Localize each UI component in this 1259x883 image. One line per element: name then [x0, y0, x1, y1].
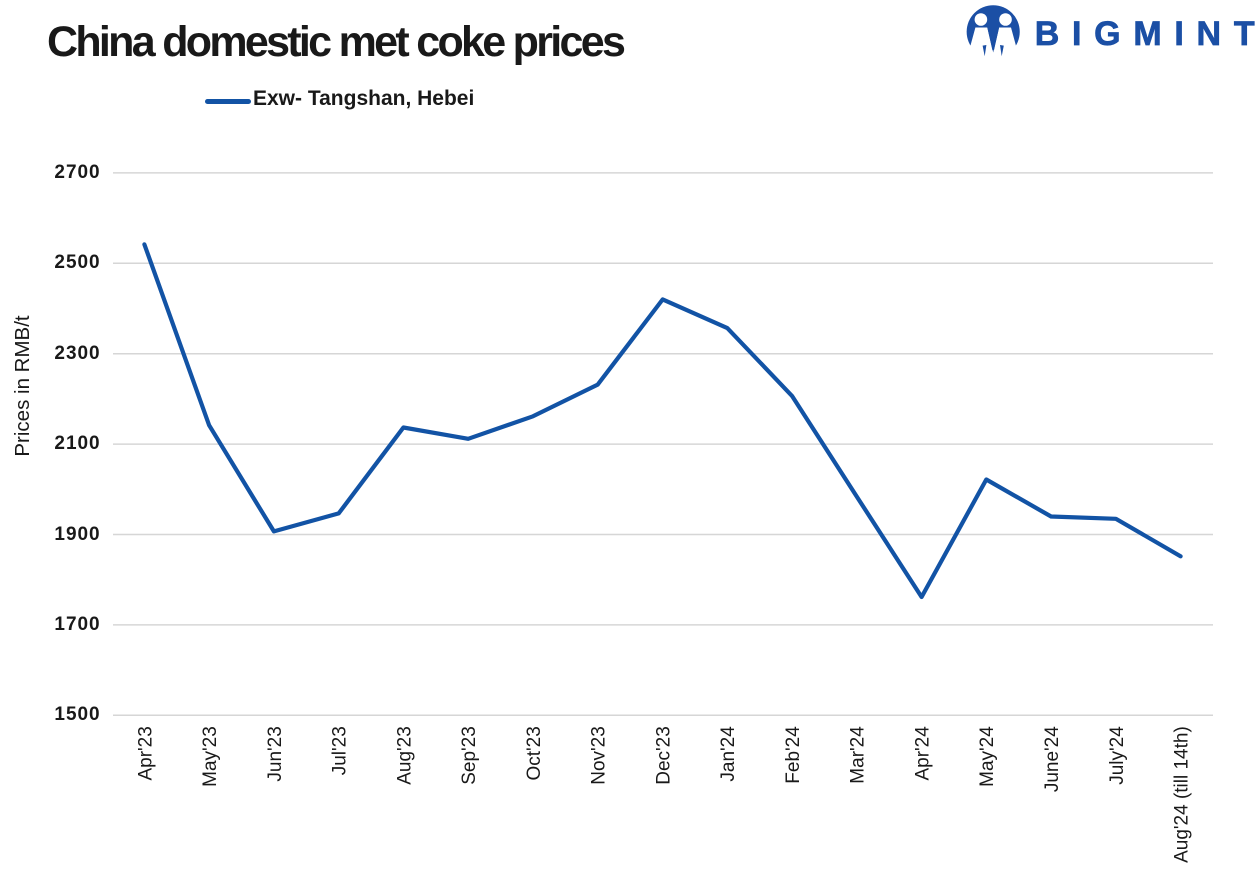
- svg-text:Apr'24: Apr'24: [913, 726, 934, 781]
- svg-text:Apr'23: Apr'23: [135, 726, 156, 780]
- svg-text:Jun'23: Jun'23: [265, 726, 286, 781]
- svg-text:Jul'23: Jul'23: [330, 726, 351, 775]
- svg-text:June'24: June'24: [1042, 726, 1063, 792]
- svg-text:Jan'24: Jan'24: [718, 726, 739, 782]
- svg-text:Aug'23: Aug'23: [394, 726, 415, 785]
- svg-text:Sep'23: Sep'23: [459, 726, 480, 785]
- svg-text:Mar'24: Mar'24: [848, 726, 869, 784]
- svg-text:May'24: May'24: [977, 726, 998, 787]
- svg-text:July'24: July'24: [1107, 726, 1128, 785]
- svg-text:Nov'23: Nov'23: [589, 726, 610, 785]
- svg-text:Feb'24: Feb'24: [783, 726, 804, 784]
- svg-text:Dec'23: Dec'23: [653, 726, 674, 785]
- svg-text:Aug'24 (till 14th): Aug'24 (till 14th): [1172, 726, 1193, 863]
- svg-text:Oct'23: Oct'23: [524, 726, 545, 780]
- svg-text:May'23: May'23: [200, 726, 221, 787]
